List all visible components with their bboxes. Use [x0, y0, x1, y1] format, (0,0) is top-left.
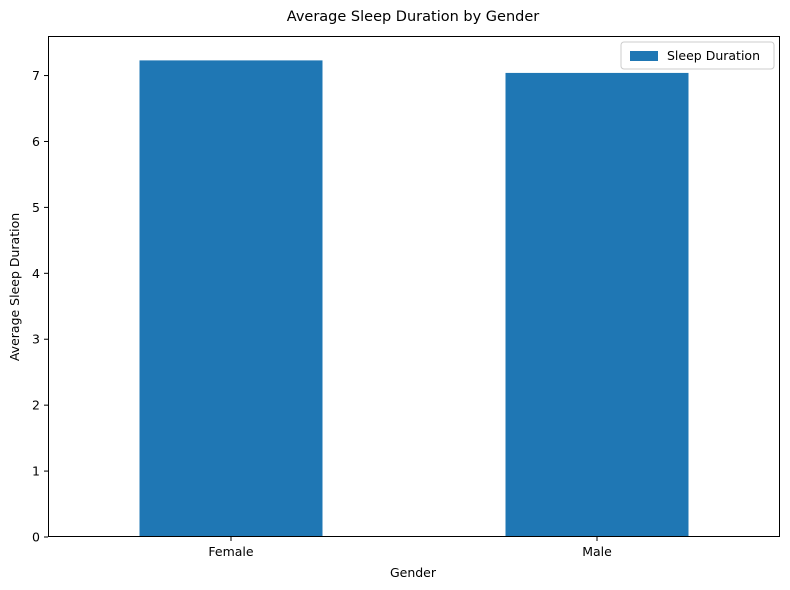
- legend: Sleep Duration: [620, 41, 775, 70]
- x-axis-label: Gender: [390, 565, 437, 580]
- y-tick-label: 0: [32, 530, 40, 545]
- y-tick-label: 6: [32, 134, 40, 149]
- x-tick-label-male: Male: [582, 544, 612, 559]
- y-axis-ticks: 0 1 2 3 4 5 6 7: [32, 68, 48, 545]
- y-tick-label: 1: [32, 464, 40, 479]
- y-tick-label: 7: [32, 68, 40, 83]
- y-tick-label: 2: [32, 398, 40, 413]
- bars-group: [139, 60, 689, 538]
- x-tick-label-female: Female: [208, 544, 254, 559]
- legend-swatch: [630, 51, 658, 61]
- y-tick-label: 4: [32, 266, 40, 281]
- legend-label: Sleep Duration: [667, 48, 760, 63]
- legend-box: [620, 41, 775, 70]
- y-tick-label: 5: [32, 200, 40, 215]
- chart-title: Average Sleep Duration by Gender: [287, 9, 539, 25]
- bar-male: [505, 72, 689, 538]
- y-tick-label: 3: [32, 332, 40, 347]
- bar-female: [139, 60, 323, 538]
- x-axis-ticks: Female Male: [208, 537, 612, 559]
- plot-area-frame: [48, 36, 780, 537]
- y-axis-label: Average Sleep Duration: [7, 213, 22, 361]
